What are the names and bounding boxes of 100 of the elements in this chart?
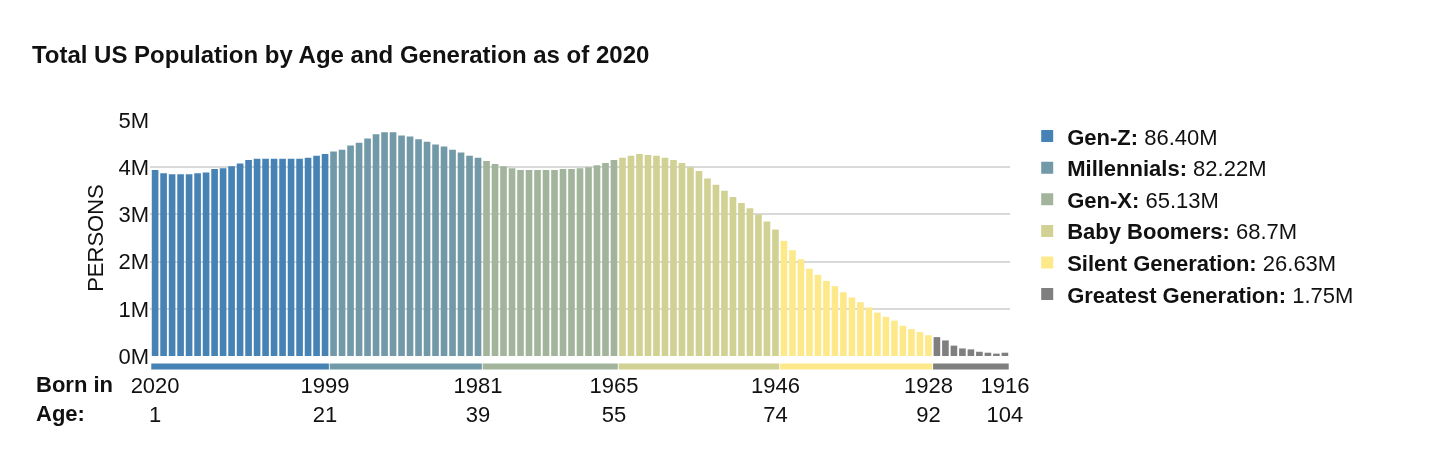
bar	[695, 170, 703, 356]
bar	[670, 160, 677, 356]
bar	[831, 286, 839, 356]
bar	[814, 274, 822, 356]
bar	[780, 240, 788, 356]
bar	[177, 174, 184, 356]
bar	[160, 173, 167, 356]
bar	[882, 316, 890, 356]
bar	[729, 196, 737, 356]
bar	[313, 155, 320, 356]
y-tick-label: 4M	[118, 154, 149, 180]
bar	[772, 229, 779, 356]
bar	[644, 154, 652, 356]
bar	[440, 146, 448, 356]
bar	[916, 331, 924, 356]
bar	[517, 170, 524, 356]
bar	[857, 302, 864, 356]
x-tick-label: 1946 74	[750, 373, 800, 427]
bar	[712, 184, 720, 356]
bar	[483, 161, 490, 356]
bar	[593, 165, 601, 356]
bar	[228, 166, 235, 356]
bar	[304, 157, 312, 356]
y-axis-title: PERSONS	[83, 184, 109, 292]
bar	[721, 190, 728, 356]
legend-label: Millennials: 82.22M	[1067, 156, 1267, 182]
bar	[398, 135, 405, 356]
bar	[338, 149, 346, 356]
bar	[449, 149, 456, 356]
bar	[678, 162, 686, 356]
legend-label: Greatest Generation: 1.75M	[1067, 282, 1354, 308]
bar	[415, 139, 422, 356]
x-tick-label: 2020 1	[130, 373, 180, 427]
bar	[865, 307, 873, 356]
bar	[925, 335, 932, 356]
bar	[236, 163, 244, 356]
bar	[551, 170, 558, 356]
bar	[194, 173, 201, 356]
legend-label: Silent Generation: 26.63M	[1067, 251, 1337, 277]
bar	[151, 170, 159, 356]
bar	[406, 136, 414, 356]
bar	[381, 132, 388, 356]
bar	[262, 158, 269, 356]
bar	[967, 349, 975, 356]
bar	[270, 158, 278, 356]
bar	[789, 250, 796, 356]
bar	[279, 158, 286, 356]
bar	[755, 214, 762, 356]
bar	[219, 168, 227, 356]
x-tick-label: 1981 39	[453, 373, 503, 427]
bar	[636, 153, 643, 356]
x-tick-label: 1928 92	[903, 373, 953, 427]
legend-label: Gen-Z: 86.40M	[1067, 124, 1218, 150]
bar	[168, 174, 176, 356]
bar	[432, 144, 439, 356]
bar	[585, 167, 592, 356]
bar	[976, 351, 983, 356]
bar	[287, 158, 295, 356]
bar	[330, 151, 337, 356]
y-tick-label: 2M	[118, 249, 149, 275]
bar	[559, 169, 567, 356]
chart-title: Total US Population by Age and Generation as of 2020	[31, 41, 650, 69]
bar	[661, 157, 669, 356]
bar	[619, 157, 626, 356]
bar	[457, 152, 465, 356]
bar	[840, 292, 847, 356]
bar	[823, 280, 830, 356]
y-tick-label: 0M	[118, 343, 149, 369]
bar	[542, 170, 550, 356]
bar	[211, 169, 218, 356]
x-tick-label: 1916 104	[980, 373, 1030, 427]
bar	[474, 157, 482, 356]
bar	[942, 340, 949, 356]
bar	[364, 138, 371, 356]
bar	[245, 160, 252, 356]
bar	[653, 155, 660, 356]
bar	[746, 208, 754, 356]
bar	[372, 134, 380, 356]
bar	[568, 169, 575, 356]
bar	[738, 203, 745, 356]
bar	[797, 259, 805, 356]
bar	[491, 163, 499, 356]
legend-label: Gen-X: 65.13M	[1067, 187, 1219, 213]
bar	[874, 312, 881, 356]
bar	[508, 168, 516, 356]
bar	[185, 174, 193, 356]
text: Born in Age:	[36, 372, 113, 426]
bar	[848, 297, 856, 356]
bar	[321, 153, 329, 356]
bar	[253, 158, 261, 356]
bar	[347, 145, 354, 356]
y-tick-label: 3M	[118, 202, 149, 228]
x-tick-label: 1965 55	[589, 373, 639, 427]
bar	[933, 337, 941, 356]
bar	[534, 170, 541, 356]
bar	[959, 348, 966, 356]
bar	[610, 160, 618, 356]
bar	[687, 167, 694, 356]
bar	[525, 170, 533, 356]
bar	[296, 158, 303, 356]
